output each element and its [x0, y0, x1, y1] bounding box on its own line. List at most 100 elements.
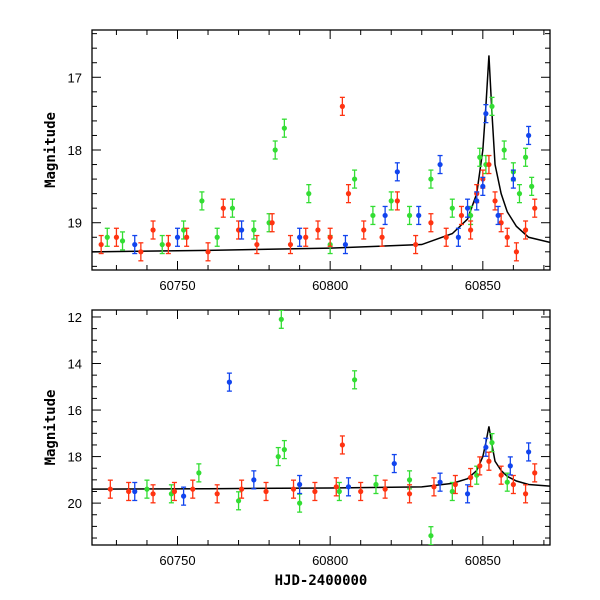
data-point-red [468, 474, 474, 481]
data-point-green [281, 125, 287, 131]
x-tick-label: 60850 [465, 553, 501, 568]
data-point-blue [474, 198, 480, 204]
y-tick-label: 20 [68, 496, 82, 511]
data-point-red [382, 486, 388, 492]
data-point-blue [251, 477, 257, 483]
data-point-green [144, 486, 150, 492]
data-point-green [235, 498, 242, 504]
data-point-blue [416, 212, 422, 219]
y-tick-label: 18 [68, 450, 82, 465]
data-point-green [529, 183, 535, 189]
data-point-red [263, 488, 269, 495]
plot-frame [91, 309, 551, 546]
data-point-green [406, 477, 413, 483]
data-point-red [165, 241, 171, 248]
data-point-red [113, 234, 120, 240]
y-tick-label: 19 [68, 216, 82, 231]
data-point-blue [239, 227, 245, 233]
data-point-red [214, 491, 220, 497]
data-point-green [119, 238, 126, 244]
data-point-green [370, 212, 376, 219]
data-point-red [290, 486, 297, 492]
data-point-blue [437, 161, 443, 168]
x-tick-label: 60850 [465, 278, 501, 293]
data-point-blue [483, 111, 489, 117]
data-point-green [272, 147, 278, 153]
data-point-green [297, 500, 303, 506]
data-point-red [406, 491, 413, 497]
data-point-red [184, 234, 190, 240]
data-point-blue [495, 212, 501, 219]
data-point-red [254, 241, 260, 248]
data-point-red [468, 227, 474, 233]
data-point-green [278, 316, 284, 322]
data-point-red [510, 481, 516, 488]
data-point-red [126, 488, 132, 495]
data-point-red [303, 234, 309, 240]
plot-area [92, 55, 550, 262]
data-point-red [504, 234, 510, 240]
data-point-red [150, 491, 156, 497]
data-point-green [474, 472, 480, 478]
data-point-blue [174, 234, 181, 240]
data-point-red [315, 227, 321, 233]
data-point-blue [345, 484, 352, 490]
data-point-red [239, 486, 245, 492]
data-point-red [345, 191, 352, 197]
plot-area [92, 310, 550, 545]
y-tick-label: 14 [68, 357, 82, 372]
x-axis-label: HJD-2400000 [275, 573, 368, 589]
data-point-green [306, 191, 312, 197]
data-point-red [431, 484, 437, 490]
data-point-blue [382, 212, 388, 219]
data-point-green [406, 212, 413, 219]
x-tick-label: 60800 [312, 553, 348, 568]
y-tick-label: 16 [68, 403, 82, 418]
data-point-red [333, 484, 339, 490]
data-point-green [504, 479, 510, 485]
data-point-green [214, 234, 220, 240]
data-point-red [532, 205, 538, 211]
data-point-red [522, 227, 529, 233]
data-point-red [361, 227, 367, 233]
data-point-red [428, 220, 434, 226]
data-point-red [486, 458, 492, 464]
x-tick-label: 60750 [159, 553, 195, 568]
data-point-red [150, 227, 156, 233]
x-tick-label: 60800 [312, 278, 348, 293]
data-point-blue [480, 183, 486, 189]
data-point-blue [483, 444, 489, 450]
data-point-green [336, 488, 342, 495]
data-point-green [516, 191, 523, 197]
data-point-red [98, 241, 104, 248]
model-curve [92, 55, 550, 253]
data-point-red [107, 486, 113, 492]
data-point-red [220, 205, 226, 211]
data-point-blue [132, 241, 138, 248]
data-point-green [196, 470, 202, 476]
data-point-green [159, 241, 165, 248]
data-point-blue [394, 169, 400, 175]
data-point-blue [226, 379, 232, 385]
data-point-green [104, 234, 110, 240]
model-curve [92, 426, 550, 490]
data-point-red [492, 198, 498, 204]
data-point-green [489, 440, 495, 446]
data-point-green [449, 205, 455, 211]
data-point-green [281, 447, 287, 453]
data-point-red [379, 234, 385, 240]
data-point-red [513, 249, 520, 255]
data-point-green [251, 227, 257, 233]
data-point-green [477, 154, 483, 160]
data-point-red [532, 470, 538, 476]
data-point-blue [526, 132, 532, 139]
data-point-red [522, 491, 529, 497]
data-point-green [351, 377, 358, 383]
y-tick-label: 12 [68, 310, 82, 325]
data-point-green [275, 453, 281, 460]
data-point-red [327, 234, 333, 240]
data-point-red [477, 463, 483, 469]
data-point-red [486, 161, 492, 168]
data-point-blue [132, 488, 138, 495]
data-point-red [358, 488, 364, 495]
